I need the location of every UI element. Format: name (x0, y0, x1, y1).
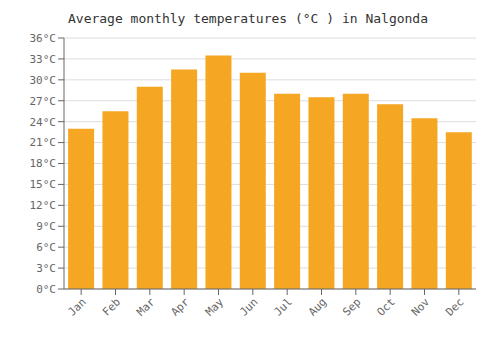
svg-text:24°C: 24°C (30, 116, 57, 129)
svg-text:0°C: 0°C (36, 283, 56, 296)
svg-text:15°C: 15°C (30, 178, 57, 191)
svg-text:36°C: 36°C (30, 32, 57, 45)
svg-text:21°C: 21°C (30, 136, 57, 149)
svg-text:Aug: Aug (306, 295, 329, 318)
svg-text:May: May (203, 295, 227, 319)
svg-text:Jul: Jul (272, 295, 295, 318)
svg-text:Feb: Feb (100, 295, 123, 318)
svg-text:Oct: Oct (375, 295, 398, 318)
svg-text:Jan: Jan (66, 295, 89, 318)
svg-text:9°C: 9°C (36, 220, 56, 233)
svg-text:Nov: Nov (409, 295, 433, 319)
svg-text:27°C: 27°C (30, 95, 57, 108)
svg-text:Sep: Sep (340, 295, 363, 318)
svg-text:6°C: 6°C (36, 241, 56, 254)
svg-text:30°C: 30°C (30, 74, 57, 87)
html-text:Average monthly temperatures (: Average monthly temperatures (°C ) in Na… (68, 11, 428, 26)
svg-text:18°C: 18°C (30, 157, 57, 170)
svg-text:Mar: Mar (134, 295, 158, 319)
svg-text:Apr: Apr (169, 295, 193, 319)
svg-text:3°C: 3°C (36, 262, 56, 275)
svg-text:33°C: 33°C (30, 53, 57, 66)
svg-text:Dec: Dec (443, 295, 466, 318)
svg-text:Jun: Jun (237, 295, 260, 318)
svg-text:12°C: 12°C (30, 199, 57, 212)
